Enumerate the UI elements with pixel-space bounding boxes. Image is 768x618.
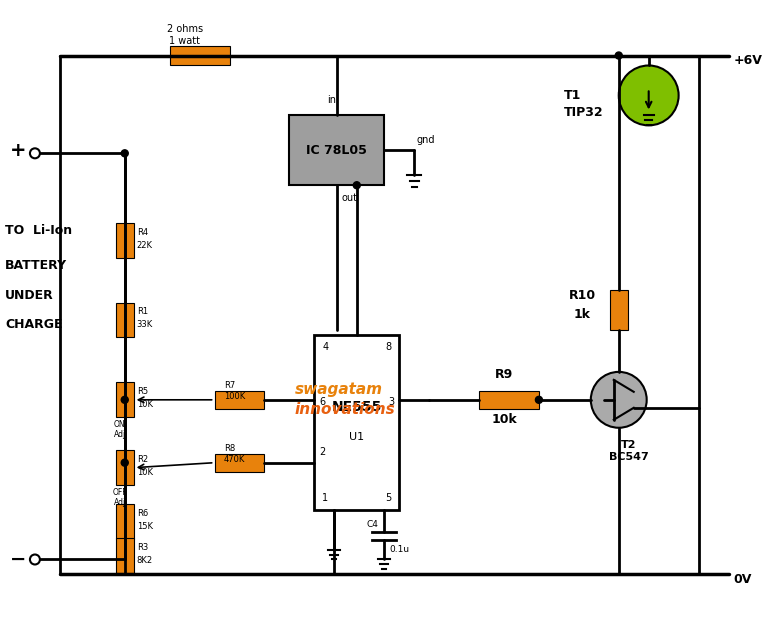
Circle shape [619,66,679,125]
Text: 8K2: 8K2 [137,556,153,565]
Text: Adj: Adj [114,498,126,507]
Text: NE555: NE555 [332,400,382,414]
Text: CHARGE: CHARGE [5,318,62,331]
Text: ON: ON [114,420,126,430]
Text: 470K: 470K [223,455,245,464]
FancyBboxPatch shape [290,116,384,185]
Text: +6V: +6V [733,54,763,67]
Text: R4: R4 [137,227,148,237]
Text: 1k: 1k [574,308,591,321]
Text: BC547: BC547 [609,452,649,462]
Text: R7: R7 [224,381,235,391]
FancyBboxPatch shape [214,391,264,408]
Circle shape [121,150,128,157]
Text: R3: R3 [137,543,148,552]
Text: 8: 8 [385,342,391,352]
Text: U1: U1 [349,432,364,442]
Text: 1: 1 [323,493,329,502]
Text: T2: T2 [621,440,637,450]
Text: swagatam: swagatam [294,383,382,397]
Text: OFF: OFF [112,488,127,497]
Circle shape [615,52,622,59]
Text: UNDER: UNDER [5,289,54,302]
Text: innovations: innovations [294,402,396,417]
Text: 5: 5 [385,493,391,502]
Text: 2: 2 [319,447,326,457]
Text: R8: R8 [224,444,235,453]
Text: gnd: gnd [416,135,435,145]
Text: R9: R9 [495,368,513,381]
Circle shape [121,396,128,404]
FancyBboxPatch shape [170,46,230,66]
Text: R2: R2 [137,455,148,464]
FancyBboxPatch shape [116,538,134,573]
Text: 1 watt: 1 watt [169,35,200,46]
Text: R5: R5 [137,387,148,396]
Circle shape [353,182,360,188]
Text: 100K: 100K [224,392,245,401]
Text: R10: R10 [569,289,596,302]
Text: 0.1u: 0.1u [389,545,409,554]
Text: +: + [10,141,26,160]
Text: Adj: Adj [114,430,126,439]
Circle shape [591,372,647,428]
Text: T1: T1 [564,89,581,102]
Text: 10K: 10K [137,400,153,409]
Circle shape [121,459,128,466]
Text: in: in [327,95,336,106]
Text: 33K: 33K [137,321,153,329]
Text: 10k: 10k [491,413,517,426]
FancyBboxPatch shape [214,454,264,472]
FancyBboxPatch shape [116,222,134,258]
Text: IC 78L05: IC 78L05 [306,144,367,157]
Text: 10K: 10K [137,468,153,477]
Text: 2 ohms: 2 ohms [167,23,203,33]
FancyBboxPatch shape [116,451,134,485]
Text: 6: 6 [319,397,326,407]
Text: 4: 4 [323,342,329,352]
Text: 22K: 22K [137,240,153,250]
FancyBboxPatch shape [610,290,627,330]
Text: BATTERY: BATTERY [5,258,67,271]
FancyBboxPatch shape [116,383,134,417]
Text: R1: R1 [137,308,148,316]
FancyBboxPatch shape [116,303,134,337]
FancyBboxPatch shape [314,335,399,510]
Text: 0V: 0V [733,573,752,586]
Text: R6: R6 [137,509,148,518]
Text: −: − [10,550,26,569]
Text: out: out [342,193,358,203]
Circle shape [535,396,542,404]
FancyBboxPatch shape [479,391,539,408]
Text: TIP32: TIP32 [564,106,604,119]
Text: 15K: 15K [137,522,153,531]
FancyBboxPatch shape [116,504,134,539]
Text: C4: C4 [366,520,378,529]
Text: 3: 3 [388,397,394,407]
Text: TO  Li-Ion: TO Li-Ion [5,224,72,237]
